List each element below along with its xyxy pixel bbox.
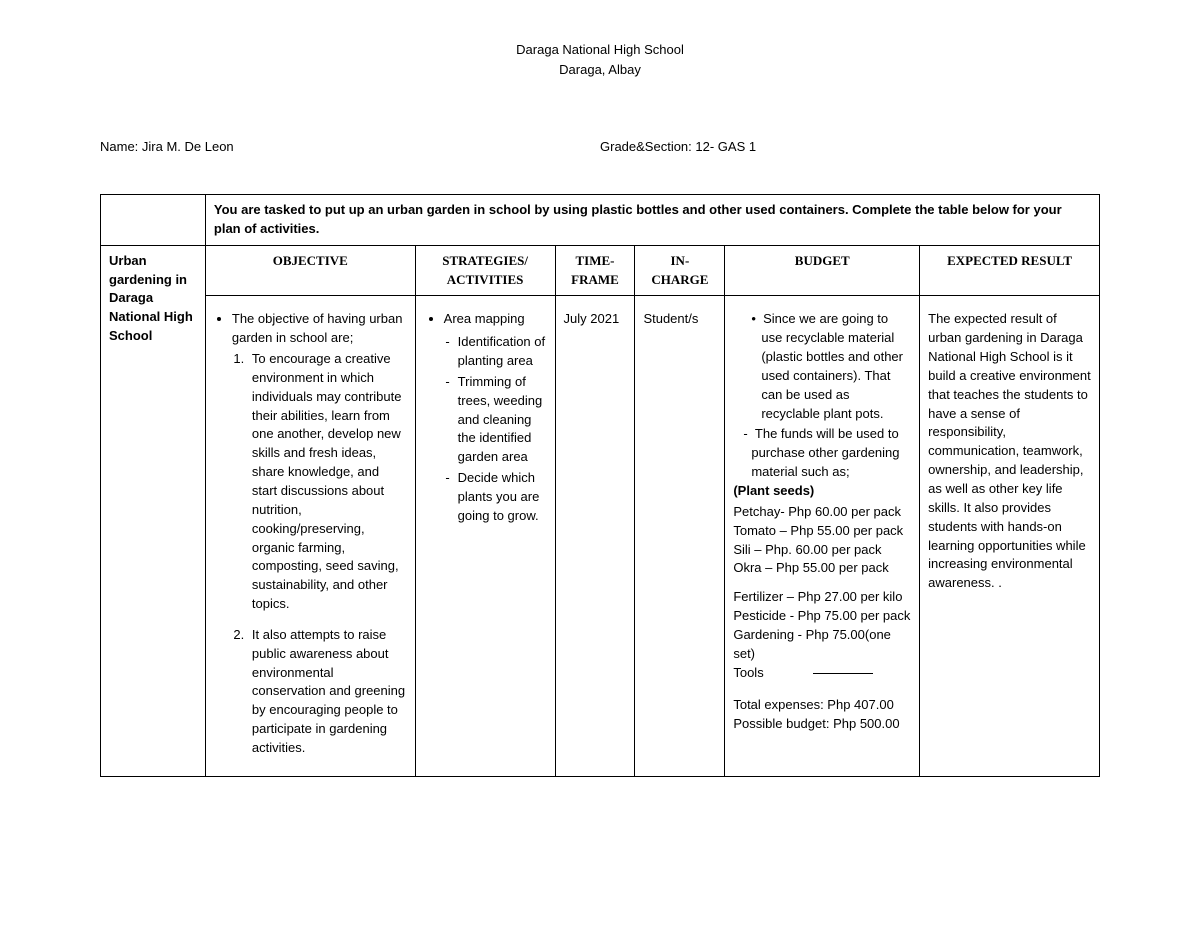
plant-seeds-label: (Plant seeds) bbox=[733, 482, 911, 501]
col-result: EXPECTED RESULT bbox=[920, 245, 1100, 296]
possible-budget: Possible budget: Php 500.00 bbox=[733, 715, 911, 734]
blank-corner-cell bbox=[101, 195, 206, 246]
col-incharge: IN- CHARGE bbox=[635, 245, 725, 296]
seed-price-4: Okra – Php 55.00 per pack bbox=[733, 559, 911, 578]
other-prices: Fertilizer – Php 27.00 per kilo Pesticid… bbox=[733, 588, 911, 682]
strategy-sub-3: Decide which plants you are going to gro… bbox=[450, 469, 547, 526]
seed-price-1: Petchay- Php 60.00 per pack bbox=[733, 503, 911, 522]
col-objective: OBJECTIVE bbox=[205, 245, 415, 296]
topic-cell: Urban gardening in Daraga National High … bbox=[101, 245, 206, 776]
col-timeframe: TIME- FRAME bbox=[555, 245, 635, 296]
budget-intro: Since we are going to use recyclable mat… bbox=[761, 311, 903, 420]
budget-funds-note: The funds will be used to purchase other… bbox=[751, 426, 899, 479]
total-expenses: Total expenses: Php 407.00 bbox=[733, 696, 911, 715]
other-price-1: Fertilizer – Php 27.00 per kilo bbox=[733, 588, 911, 607]
budget-totals: Total expenses: Php 407.00 Possible budg… bbox=[733, 696, 911, 734]
budget-cell: • Since we are going to use recyclable m… bbox=[725, 296, 920, 776]
task-prompt: You are tasked to put up an urban garden… bbox=[205, 195, 1099, 246]
strategy-sub-2: Trimming of trees, weeding and cleaning … bbox=[450, 373, 547, 467]
seed-price-3: Sili – Php. 60.00 per pack bbox=[733, 541, 911, 560]
timeframe-cell: July 2021 bbox=[555, 296, 635, 776]
col-budget: BUDGET bbox=[725, 245, 920, 296]
student-name: Name: Jira M. De Leon bbox=[100, 139, 600, 154]
strategy-main: Area mapping bbox=[444, 310, 547, 329]
student-info-row: Name: Jira M. De Leon Grade&Section: 12-… bbox=[100, 139, 1100, 154]
strategy-sub-1: Identification of planting area bbox=[450, 333, 547, 371]
gardening-price: Gardening - Php 75.00(one set) bbox=[733, 626, 911, 664]
tools-label: Tools bbox=[733, 664, 813, 683]
col-strategies: STRATEGIES/ ACTIVITIES bbox=[415, 245, 555, 296]
objective-item-2: It also attempts to raise public awarene… bbox=[248, 626, 407, 758]
tools-row: Tools bbox=[733, 664, 911, 683]
objective-intro: The objective of having urban garden in … bbox=[232, 311, 403, 345]
seed-price-2: Tomato – Php 55.00 per pack bbox=[733, 522, 911, 541]
other-price-2: Pesticide - Php 75.00 per pack bbox=[733, 607, 911, 626]
grade-section: Grade&Section: 12- GAS 1 bbox=[600, 139, 1100, 154]
school-location: Daraga, Albay bbox=[100, 60, 1100, 80]
strategies-cell: Area mapping Identification of planting … bbox=[415, 296, 555, 776]
incharge-cell: Student/s bbox=[635, 296, 725, 776]
document-header: Daraga National High School Daraga, Alba… bbox=[100, 40, 1100, 79]
objective-cell: The objective of having urban garden in … bbox=[205, 296, 415, 776]
seed-prices: Petchay- Php 60.00 per pack Tomato – Php… bbox=[733, 503, 911, 578]
expected-result-cell: The expected result of urban gardening i… bbox=[920, 296, 1100, 776]
activity-plan-table: You are tasked to put up an urban garden… bbox=[100, 194, 1100, 777]
tools-brace-line bbox=[813, 673, 873, 674]
objective-item-1: To encourage a creative environment in w… bbox=[248, 350, 407, 614]
school-name: Daraga National High School bbox=[100, 40, 1100, 60]
